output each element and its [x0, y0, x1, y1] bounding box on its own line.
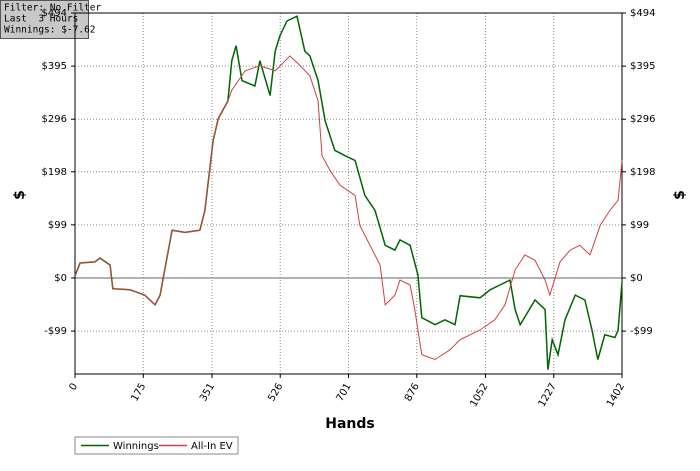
y-tick-label: $0: [54, 273, 67, 284]
y2-tick-label: $0: [630, 273, 643, 284]
annotation: Filter: No Filter: [4, 3, 102, 14]
y2-tick-label: $296: [630, 114, 655, 125]
y-tick-label: $99: [48, 220, 67, 231]
y-tick-label: $395: [42, 61, 67, 72]
annotation: Last 3 Hours: [4, 14, 78, 25]
y2-tick-label: $198: [630, 167, 655, 178]
y2-tick-label: -$99: [630, 326, 653, 337]
info-box-frame: [0, 0, 89, 39]
annotation: Winnings: $-7.62: [4, 25, 96, 36]
y-tick-label: $296: [42, 114, 67, 125]
y2-tick-label: $395: [630, 61, 655, 72]
x-tick-label: 0: [67, 382, 80, 393]
y-tick-label: $198: [42, 167, 67, 178]
y2-tick-label: $99: [630, 220, 649, 231]
x-axis-label: Hands: [325, 416, 375, 432]
line-series: [74, 55, 623, 361]
y-tick-label: $494: [42, 8, 67, 19]
y-tick-label: -$99: [44, 326, 67, 337]
y-axis-label: $: [12, 190, 28, 200]
legend-label: Winnings: [113, 441, 159, 452]
legend-frame: [74, 436, 239, 455]
y2-axis-label: $: [672, 190, 688, 200]
legend-label: All-In EV: [191, 441, 233, 452]
y2-tick-label: $494: [630, 8, 655, 19]
info-box: Filter: No Filter Last 3 Hours Winnings:…: [0, 0, 102, 39]
plot-frame: [74, 12, 623, 375]
